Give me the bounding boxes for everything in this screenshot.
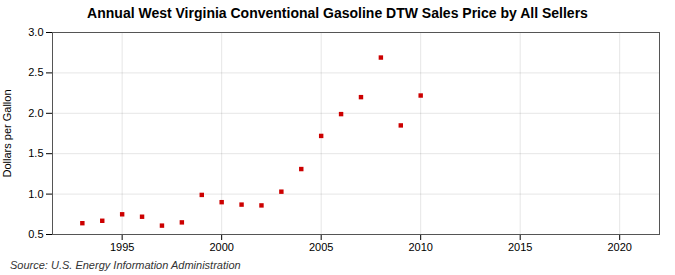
svg-text:2000: 2000 xyxy=(209,241,233,253)
svg-text:Dollars per Gallon: Dollars per Gallon xyxy=(1,89,13,177)
svg-text:2020: 2020 xyxy=(607,241,631,253)
svg-text:2.5: 2.5 xyxy=(28,66,43,78)
svg-text:2.0: 2.0 xyxy=(28,107,43,119)
svg-text:2010: 2010 xyxy=(408,241,432,253)
html-text:Annual West Virginia Conventio: Annual West Virginia Conventional Gasoli… xyxy=(87,5,588,21)
html-text:Source: U.S. Energy Informatio: Source: U.S. Energy Information Administ… xyxy=(10,259,241,271)
svg-text:2005: 2005 xyxy=(309,241,333,253)
svg-text:3.0: 3.0 xyxy=(28,26,43,38)
svg-text:0.5: 0.5 xyxy=(28,228,43,240)
svg-text:1.5: 1.5 xyxy=(28,147,43,159)
svg-text:1.0: 1.0 xyxy=(28,188,43,200)
svg-text:2015: 2015 xyxy=(508,241,532,253)
svg-text:1995: 1995 xyxy=(110,241,134,253)
